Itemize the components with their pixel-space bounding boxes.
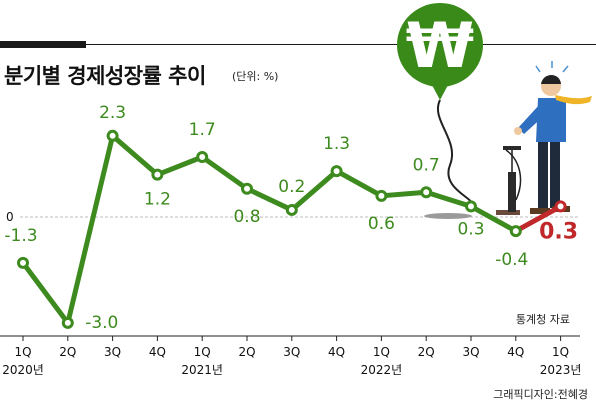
person-torso xyxy=(536,98,566,142)
person-pump-illustration xyxy=(424,61,592,219)
x-year-label: 2022년 xyxy=(361,363,403,377)
data-point xyxy=(330,165,343,178)
person-hair xyxy=(541,75,561,84)
person-hand xyxy=(514,127,522,135)
balloon-illustration: ₩ xyxy=(397,3,483,206)
x-tick-label: 3Q xyxy=(462,345,479,359)
data-point xyxy=(509,225,522,238)
data-point xyxy=(375,189,388,202)
data-point xyxy=(61,316,74,329)
sweat-mark xyxy=(562,65,569,73)
series-path-last-segment xyxy=(513,203,564,234)
x-tick-label: 4Q xyxy=(328,345,345,359)
data-point xyxy=(17,256,29,269)
x-tick-label: 4Q xyxy=(507,345,524,359)
x-tick-label: 2Q xyxy=(59,345,76,359)
x-year-label: 2023년 xyxy=(540,363,582,377)
data-label: -3.0 xyxy=(85,313,118,333)
pump-handle xyxy=(503,146,521,150)
data-point xyxy=(420,186,433,199)
data-label: -0.4 xyxy=(495,250,528,270)
data-point xyxy=(465,200,477,213)
credit-note: 그래픽디자인:전혜경 xyxy=(493,388,588,401)
x-tick-label: 2Q xyxy=(238,345,255,359)
balloon-knot xyxy=(432,85,448,100)
data-label: 0.2 xyxy=(278,177,305,197)
person-leg-right xyxy=(550,140,560,208)
data-point xyxy=(106,129,119,142)
zero-label: 0 xyxy=(6,210,14,224)
data-label: 0.8 xyxy=(233,207,260,227)
balloon-icon xyxy=(397,3,483,87)
x-tick-label: 3Q xyxy=(283,345,300,359)
pump-body xyxy=(508,172,516,212)
source-note: 통계청 자료 xyxy=(515,313,570,326)
won-symbol: ₩ xyxy=(406,9,474,82)
data-point xyxy=(285,203,298,216)
x-tick-label: 4Q xyxy=(149,345,166,359)
series-line xyxy=(20,133,564,326)
data-point xyxy=(241,182,253,195)
balloon-string xyxy=(437,99,473,206)
data-label: 1.3 xyxy=(323,134,350,154)
x-tick-label: 1Q xyxy=(373,345,390,359)
x-tick-label: 1Q xyxy=(194,345,211,359)
title-rule xyxy=(86,44,596,45)
person-tie xyxy=(555,95,592,105)
x-tick-label: 1Q xyxy=(552,345,569,359)
data-label: 2.3 xyxy=(99,103,126,123)
data-label: -1.3 xyxy=(4,226,37,246)
x-tick-label: 1Q xyxy=(14,345,31,359)
unit-label: (단위: %) xyxy=(232,70,279,83)
person-arm xyxy=(518,104,546,134)
data-label: 1.2 xyxy=(144,190,171,210)
chart-title: 분기별 경제성장률 추이 xyxy=(4,64,206,88)
x-tick-label: 2Q xyxy=(418,345,435,359)
data-point xyxy=(151,168,164,181)
x-tick-label: 3Q xyxy=(104,345,121,359)
data-label: 0.3 xyxy=(457,219,484,239)
data-point xyxy=(196,150,209,163)
pump-base xyxy=(496,210,520,215)
data-label: 1.7 xyxy=(189,120,216,140)
series-path xyxy=(20,133,518,326)
sweat-mark xyxy=(535,65,541,73)
data-label: 0.7 xyxy=(413,155,440,175)
title-accent-bar xyxy=(0,41,86,48)
x-year-label: 2020년 xyxy=(2,363,44,377)
person-shoe-left xyxy=(530,208,550,214)
person-leg-left xyxy=(538,140,548,210)
x-year-label: 2021년 xyxy=(181,363,223,377)
pump-hose xyxy=(505,149,522,201)
ground-shadow xyxy=(424,213,472,219)
data-label: 0.3 xyxy=(539,219,578,244)
data-point xyxy=(554,200,567,213)
data-label: 0.6 xyxy=(368,214,395,234)
